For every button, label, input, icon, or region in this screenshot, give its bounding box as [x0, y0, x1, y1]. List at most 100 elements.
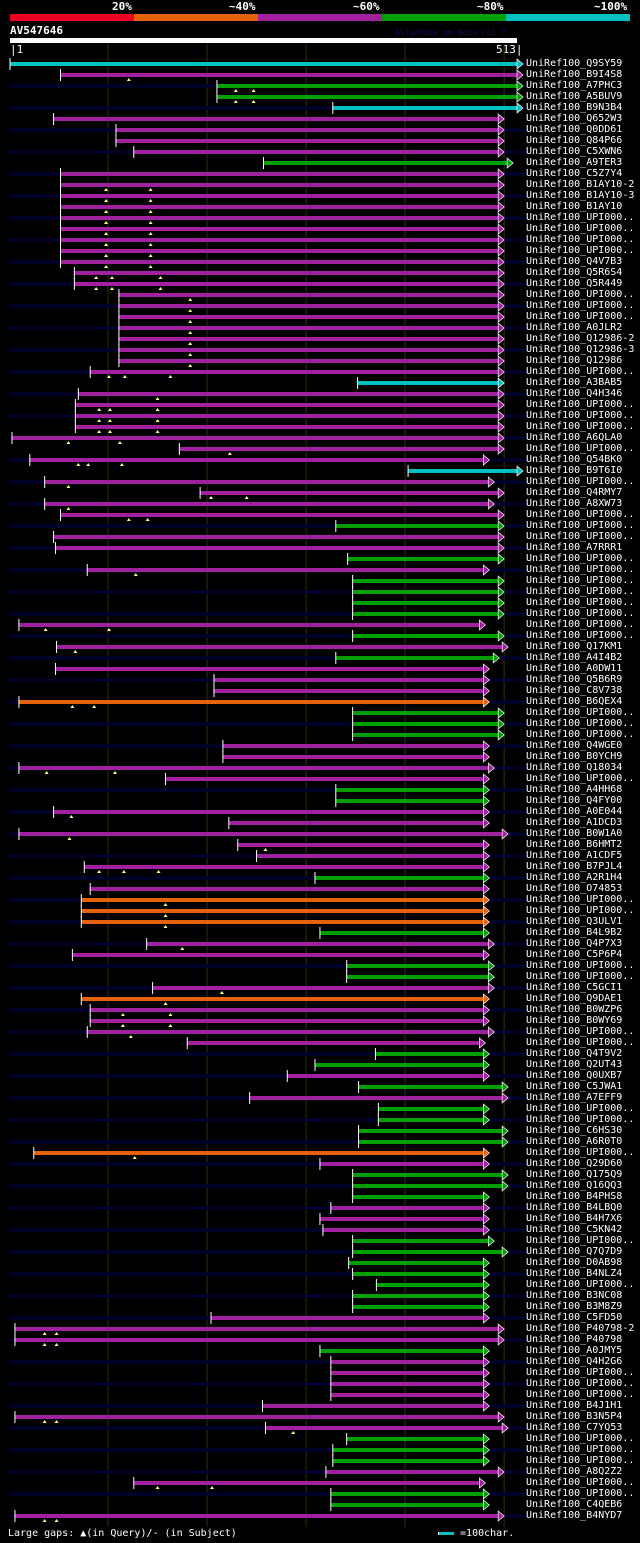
- hit-label[interactable]: UniRef100_UPI000..: [526, 729, 635, 740]
- hit-label[interactable]: UniRef100_UPI000..: [526, 311, 635, 322]
- hit-label[interactable]: UniRef100_UPI000..: [526, 1378, 635, 1389]
- hit-label[interactable]: UniRef100_A0DW11: [526, 663, 623, 674]
- hit-label[interactable]: UniRef100_B3N5P4: [526, 1411, 623, 1422]
- hit-label[interactable]: UniRef100_B9N3B4: [526, 102, 623, 113]
- hit-label[interactable]: UniRef100_Q5R449: [526, 278, 623, 289]
- hit-label[interactable]: UniRef100_UPI000..: [526, 399, 635, 410]
- hit-label[interactable]: UniRef100_Q3ULV1: [526, 916, 623, 927]
- hit-label[interactable]: UniRef100_A3BAB5: [526, 377, 623, 388]
- hit-label[interactable]: UniRef100_C8V738: [526, 685, 623, 696]
- hit-label[interactable]: UniRef100_B9I4S8: [526, 69, 623, 80]
- hit-label[interactable]: UniRef100_UPI000..: [526, 520, 635, 531]
- hit-label[interactable]: UniRef100_UPI000..: [526, 234, 635, 245]
- hit-label[interactable]: UniRef100_UPI000..: [526, 1103, 635, 1114]
- hit-label[interactable]: UniRef100_UPI000..: [526, 1235, 635, 1246]
- hit-label[interactable]: UniRef100_Q29D60: [526, 1158, 623, 1169]
- hit-label[interactable]: UniRef100_Q16QQ3: [526, 1180, 623, 1191]
- hit-label[interactable]: UniRef100_UPI000..: [526, 586, 635, 597]
- hit-label[interactable]: UniRef100_Q17KM1: [526, 641, 623, 652]
- hit-label[interactable]: UniRef100_UPI000..: [526, 410, 635, 421]
- hit-label[interactable]: UniRef100_C7YQ53: [526, 1422, 623, 1433]
- hit-label[interactable]: UniRef100_UPI000..: [526, 894, 635, 905]
- hit-label[interactable]: UniRef100_O74853: [526, 883, 623, 894]
- hit-label[interactable]: UniRef100_P40798: [526, 1334, 623, 1345]
- hit-label[interactable]: UniRef100_UPI000..: [526, 531, 635, 542]
- hit-label[interactable]: UniRef100_Q0UXB7: [526, 1070, 623, 1081]
- hit-label[interactable]: UniRef100_B6QEX4: [526, 696, 623, 707]
- hit-label[interactable]: UniRef100_UPI000..: [526, 773, 635, 784]
- hit-label[interactable]: UniRef100_B0WY69: [526, 1015, 623, 1026]
- hit-label[interactable]: UniRef100_UPI000..: [526, 630, 635, 641]
- hit-label[interactable]: UniRef100_UPI000..: [526, 1389, 635, 1400]
- hit-label[interactable]: UniRef100_A0JLR2: [526, 322, 623, 333]
- hit-label[interactable]: UniRef100_UPI000..: [526, 289, 635, 300]
- hit-label[interactable]: UniRef100_Q2UT43: [526, 1059, 623, 1070]
- hit-label[interactable]: UniRef100_A6R0T0: [526, 1136, 623, 1147]
- hit-label[interactable]: UniRef100_B6HMT2: [526, 839, 623, 850]
- hit-label[interactable]: UniRef100_A5BUV9: [526, 91, 623, 102]
- hit-label[interactable]: UniRef100_UPI000..: [526, 1026, 635, 1037]
- hit-label[interactable]: UniRef100_Q9DAE1: [526, 993, 623, 1004]
- hit-label[interactable]: UniRef100_UPI000..: [526, 619, 635, 630]
- hit-label[interactable]: UniRef100_B4PHS8: [526, 1191, 623, 1202]
- hit-label[interactable]: UniRef100_UPI000..: [526, 1477, 635, 1488]
- hit-label[interactable]: UniRef100_Q4RMY7: [526, 487, 623, 498]
- hit-label[interactable]: UniRef100_UPI000..: [526, 1114, 635, 1125]
- hit-label[interactable]: UniRef100_UPI000..: [526, 223, 635, 234]
- hit-label[interactable]: UniRef100_UPI000..: [526, 608, 635, 619]
- hit-label[interactable]: UniRef100_Q4FY00: [526, 795, 623, 806]
- hit-label[interactable]: UniRef100_B9T6I0: [526, 465, 623, 476]
- hit-label[interactable]: UniRef100_UPI000..: [526, 1367, 635, 1378]
- hit-label[interactable]: UniRef100_UPI000..: [526, 366, 635, 377]
- hit-label[interactable]: UniRef100_A0JMY5: [526, 1345, 623, 1356]
- hit-label[interactable]: UniRef100_P40798-2: [526, 1323, 635, 1334]
- hit-label[interactable]: UniRef100_UPI000..: [526, 597, 635, 608]
- hit-label[interactable]: UniRef100_UPI000..: [526, 553, 635, 564]
- hit-label[interactable]: UniRef100_B4J1H1: [526, 1400, 623, 1411]
- hit-label[interactable]: UniRef100_A2R1H4: [526, 872, 623, 883]
- hit-label[interactable]: UniRef100_Q0DD61: [526, 124, 623, 135]
- hit-label[interactable]: UniRef100_UPI000..: [526, 1147, 635, 1158]
- hit-label[interactable]: UniRef100_Q4H346: [526, 388, 623, 399]
- hit-label[interactable]: UniRef100_C5GCI1: [526, 982, 623, 993]
- hit-label[interactable]: UniRef100_UPI000..: [526, 443, 635, 454]
- hit-label[interactable]: UniRef100_UPI000..: [526, 905, 635, 916]
- hit-label[interactable]: UniRef100_UPI000..: [526, 509, 635, 520]
- hit-label[interactable]: UniRef100_Q18034: [526, 762, 623, 773]
- hit-label[interactable]: UniRef100_Q54BK0: [526, 454, 623, 465]
- hit-label[interactable]: UniRef100_UPI000..: [526, 971, 635, 982]
- hit-label[interactable]: UniRef100_UPI000..: [526, 476, 635, 487]
- hit-label[interactable]: UniRef100_Q7Q7D9: [526, 1246, 623, 1257]
- hit-label[interactable]: UniRef100_A7PHC3: [526, 80, 623, 91]
- hit-label[interactable]: UniRef100_UPI000..: [526, 564, 635, 575]
- hit-label[interactable]: UniRef100_Q12986: [526, 355, 623, 366]
- hit-label[interactable]: UniRef100_UPI000..: [526, 245, 635, 256]
- hit-label[interactable]: UniRef100_Q175Q9: [526, 1169, 623, 1180]
- hit-label[interactable]: UniRef100_Q12986-2: [526, 333, 635, 344]
- hit-label[interactable]: UniRef100_Q4WGE0: [526, 740, 623, 751]
- hit-label[interactable]: UniRef100_C5P6P4: [526, 949, 623, 960]
- hit-label[interactable]: UniRef100_A8Q2Z2: [526, 1466, 623, 1477]
- hit-label[interactable]: UniRef100_UPI000..: [526, 300, 635, 311]
- hit-label[interactable]: UniRef100_UPI000..: [526, 1433, 635, 1444]
- hit-label[interactable]: UniRef100_A1DCD3: [526, 817, 623, 828]
- hit-label[interactable]: UniRef100_A9TER3: [526, 157, 623, 168]
- hit-label[interactable]: UniRef100_B7PJL4: [526, 861, 623, 872]
- hit-label[interactable]: UniRef100_Q4P7X3: [526, 938, 623, 949]
- hit-label[interactable]: UniRef100_Q4T9V2: [526, 1048, 623, 1059]
- hit-label[interactable]: UniRef100_C5XWN6: [526, 146, 623, 157]
- hit-label[interactable]: UniRef100_UPI000..: [526, 1279, 635, 1290]
- hit-label[interactable]: UniRef100_B4NYD7: [526, 1510, 623, 1521]
- hit-label[interactable]: UniRef100_B1AY10-3: [526, 190, 635, 201]
- hit-label[interactable]: UniRef100_Q4H2G6: [526, 1356, 623, 1367]
- hit-label[interactable]: UniRef100_UPI000..: [526, 960, 635, 971]
- hit-label[interactable]: UniRef100_C5JWA1: [526, 1081, 623, 1092]
- hit-label[interactable]: UniRef100_B4NLZ4: [526, 1268, 623, 1279]
- hit-label[interactable]: UniRef100_C6HS30: [526, 1125, 623, 1136]
- hit-label[interactable]: UniRef100_Q9SY59: [526, 58, 623, 69]
- hit-label[interactable]: UniRef100_UPI000..: [526, 421, 635, 432]
- hit-label[interactable]: UniRef100_A7EFF9: [526, 1092, 623, 1103]
- hit-label[interactable]: UniRef100_A4I4B2: [526, 652, 623, 663]
- hit-label[interactable]: UniRef100_UPI000..: [526, 1444, 635, 1455]
- hit-label[interactable]: UniRef100_A6QLA0: [526, 432, 623, 443]
